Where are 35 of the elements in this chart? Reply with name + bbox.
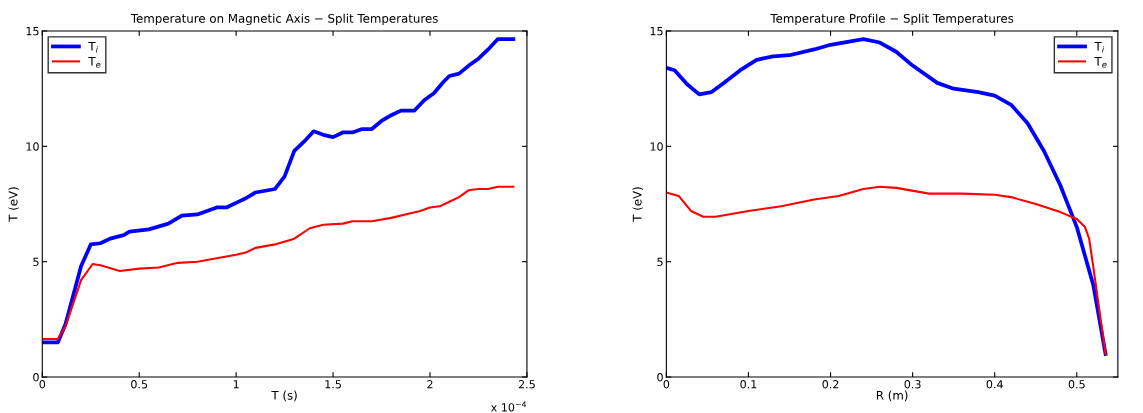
y-axis-title: T (eV) xyxy=(632,187,643,222)
chart-title: Temperature Profile − Split Temperatures xyxy=(770,13,1014,26)
y-axis-title: T (eV) xyxy=(8,187,19,222)
legend-label: T$_{i}$ xyxy=(88,41,98,53)
x-tick-label: 0.1 xyxy=(740,380,757,389)
line-series xyxy=(42,37,516,345)
x-tick-label: 1 xyxy=(233,380,239,389)
x-tick-label: 0.5 xyxy=(131,380,148,389)
line-series xyxy=(666,37,1108,356)
y-tick-label: 5 xyxy=(33,257,39,267)
line-series xyxy=(666,185,1107,356)
x-axis-title: T (s) xyxy=(271,390,297,402)
x-tick-label: 2.5 xyxy=(518,380,535,389)
text: x 10$^{−4}$ xyxy=(491,401,527,412)
x-tick-label: 0.5 xyxy=(1068,380,1085,389)
y-tick-label: 15 xyxy=(26,27,39,36)
x-tick-label: 1.5 xyxy=(325,380,341,389)
x-tick-label: 0 xyxy=(39,380,46,389)
legend-label: T$_{i}$ xyxy=(1094,41,1105,53)
x-tick-label: 2 xyxy=(427,380,433,389)
x-tick-label: 0 xyxy=(663,380,670,389)
y-tick-label: 15 xyxy=(650,27,663,36)
line-series xyxy=(42,185,515,341)
x-tick-label: 0.2 xyxy=(822,380,839,389)
y-tick-label: 5 xyxy=(657,257,663,267)
y-tick-label: 0 xyxy=(33,373,39,382)
x-axis-title: R (m) xyxy=(876,390,908,402)
legend-label: T$_{e}$ xyxy=(1094,56,1107,68)
y-tick-label: 10 xyxy=(650,142,663,151)
y-tick-label: 0 xyxy=(657,373,663,382)
x-tick-label: 0.3 xyxy=(904,380,921,389)
x-tick-label: 0.4 xyxy=(986,380,1003,389)
y-tick-label: 10 xyxy=(26,142,39,151)
chart-title: Temperature on Magnetic Axis − Split Temperatures xyxy=(130,13,438,26)
legend-label: T$_{e}$ xyxy=(88,56,101,68)
